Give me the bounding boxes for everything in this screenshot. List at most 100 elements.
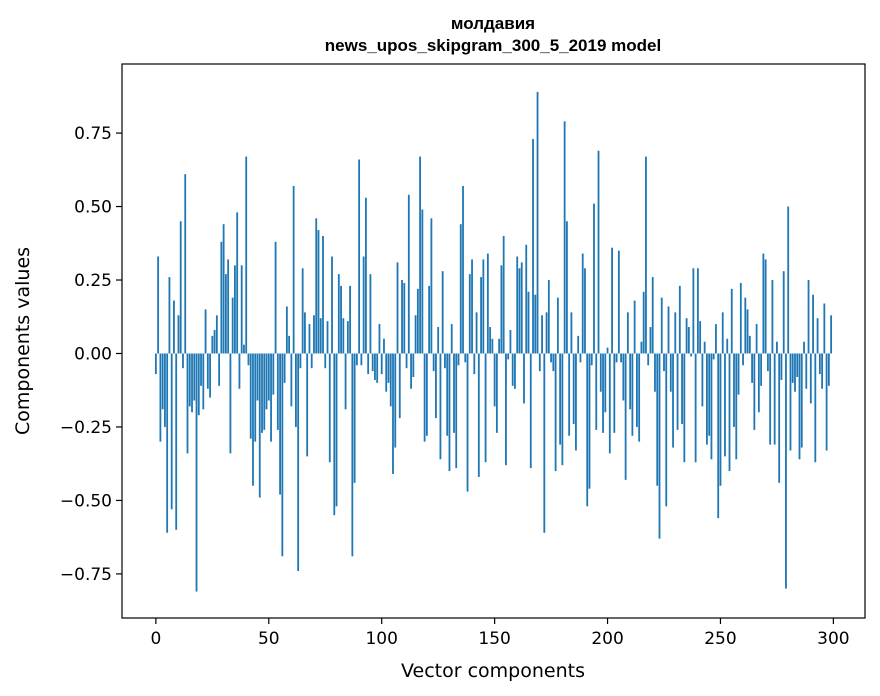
bar-298 (827, 353, 830, 386)
bar-38 (240, 265, 243, 354)
bar-139 (468, 274, 471, 354)
bar-136 (462, 185, 464, 354)
bar-164 (525, 244, 528, 354)
bar-124 (435, 353, 437, 419)
bar-251 (721, 312, 724, 354)
bar-52 (272, 353, 275, 395)
bar-291 (812, 294, 814, 354)
bar-117 (419, 156, 422, 354)
bar-214 (638, 353, 641, 442)
bar-101 (383, 338, 385, 354)
bar-232 (678, 285, 681, 354)
bar-69 (310, 353, 313, 369)
bar-44 (254, 353, 257, 442)
bar-261 (744, 297, 747, 354)
bar-151 (495, 353, 498, 433)
bar-55 (279, 353, 281, 495)
bar-186 (575, 353, 577, 451)
bar-21 (202, 353, 205, 410)
bar-84 (344, 353, 347, 410)
bar-148 (489, 327, 492, 354)
bar-203 (613, 353, 616, 433)
bar-8 (173, 300, 175, 354)
bar-120 (425, 353, 428, 436)
bar-80 (335, 353, 338, 507)
bar-103 (387, 353, 390, 383)
bar-236 (687, 327, 690, 354)
bar-290 (809, 353, 812, 404)
bar-3 (161, 353, 164, 410)
x-tick-label: 200 (591, 629, 623, 649)
bar-183 (568, 353, 571, 436)
bar-176 (552, 353, 555, 372)
x-tick-label: 250 (704, 629, 736, 649)
bar-240 (696, 268, 699, 354)
bar-41 (247, 353, 250, 366)
bar-28 (218, 353, 221, 386)
bar-109 (401, 280, 403, 354)
bar-133 (455, 353, 458, 469)
y-tick-label: −0.50 (60, 491, 112, 511)
bar-23 (206, 353, 209, 389)
bar-155 (505, 353, 507, 466)
bar-273 (771, 280, 774, 354)
bar-255 (730, 288, 733, 354)
bar-121 (428, 285, 431, 354)
bar-179 (559, 353, 562, 445)
bar-135 (459, 224, 462, 354)
bar-297 (825, 353, 828, 451)
bar-199 (604, 353, 607, 413)
bar-76 (326, 321, 329, 354)
x-tick-label: 150 (478, 629, 510, 649)
bar-262 (746, 309, 749, 354)
bar-259 (739, 282, 742, 354)
bar-252 (724, 353, 726, 457)
bar-265 (753, 353, 756, 430)
bar-149 (491, 338, 494, 354)
bar-174 (547, 280, 550, 354)
bar-178 (556, 297, 559, 354)
bar-66 (304, 312, 306, 354)
bar-42 (249, 353, 252, 439)
bar-72 (317, 230, 320, 354)
bar-89 (355, 353, 358, 366)
bar-7 (170, 353, 173, 510)
bar-224 (660, 297, 663, 354)
bar-296 (823, 303, 826, 354)
bar-88 (353, 353, 356, 483)
bar-61 (292, 185, 295, 354)
bar-270 (764, 259, 767, 354)
bar-286 (800, 353, 803, 448)
bar-27 (215, 315, 218, 354)
bar-210 (629, 353, 632, 410)
bar-112 (407, 194, 410, 354)
bar-2 (159, 353, 162, 442)
bar-215 (640, 341, 643, 354)
bar-150 (493, 353, 496, 407)
bar-93 (365, 197, 367, 354)
bar-59 (288, 335, 291, 354)
bar-22 (204, 309, 207, 354)
bar-111 (405, 353, 408, 369)
bar-220 (651, 277, 654, 354)
bar-165 (527, 291, 530, 354)
bar-237 (690, 353, 693, 357)
bar-132 (453, 353, 455, 433)
bar-17 (193, 353, 196, 401)
bar-26 (213, 329, 216, 354)
bar-15 (188, 353, 191, 407)
bar-171 (541, 315, 543, 354)
y-tick-label: 0.00 (74, 344, 112, 364)
bar-172 (543, 353, 546, 533)
bar-113 (410, 353, 412, 389)
bar-140 (471, 259, 473, 354)
y-tick-label: 0.25 (74, 271, 112, 291)
bar-187 (577, 335, 580, 354)
bar-241 (699, 321, 702, 354)
bar-92 (362, 256, 365, 354)
bar-192 (588, 353, 591, 489)
bar-177 (554, 353, 557, 472)
bar-10 (177, 315, 180, 354)
bar-75 (324, 353, 327, 369)
bar-200 (606, 347, 609, 354)
